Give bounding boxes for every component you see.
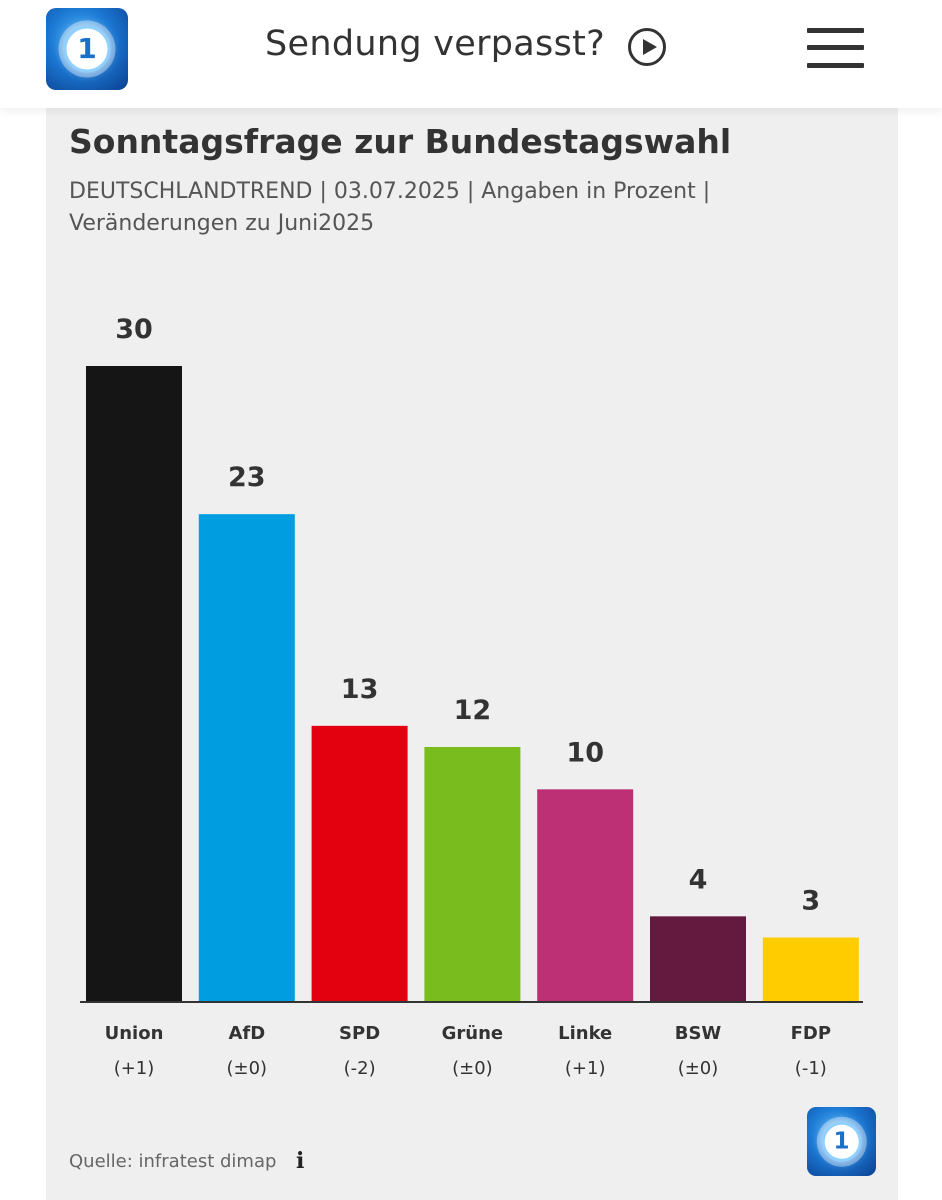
bar-6	[762, 937, 859, 1001]
bar-3	[424, 747, 521, 1001]
logo-glyph-bottom: 1	[833, 1127, 850, 1154]
logo-ring-bottom	[821, 1121, 862, 1162]
data-label-3: 12	[454, 695, 492, 726]
bar-4	[537, 789, 634, 1001]
play-circle-icon[interactable]	[628, 28, 666, 66]
category-label-2: SPD	[339, 1023, 380, 1044]
data-label-6: 3	[801, 886, 820, 917]
data-label-1: 23	[228, 462, 266, 493]
logo-ring	[63, 25, 111, 73]
subtitle-line-2: Veränderungen zu Juni2025	[69, 211, 375, 236]
tagesschau-logo-icon[interactable]: 1	[46, 8, 128, 90]
sendung-verpasst-link[interactable]: Sendung verpasst?	[265, 24, 606, 64]
chart-subtitle: DEUTSCHLANDTREND | 03.07.2025 | Angaben …	[69, 176, 769, 240]
data-label-2: 13	[341, 674, 379, 705]
source-note: Quelle: infratest dimap	[69, 1151, 277, 1172]
data-label-4: 10	[566, 737, 604, 768]
tagesschau-logo-icon-bottom[interactable]: 1	[807, 1107, 876, 1176]
category-label-6: FDP	[791, 1023, 831, 1044]
category-label-0: Union	[105, 1023, 164, 1044]
change-label-5: (±0)	[678, 1058, 719, 1079]
bar-2	[311, 725, 408, 1001]
data-label-0: 30	[115, 314, 153, 345]
category-label-4: Linke	[558, 1023, 612, 1044]
change-label-1: (±0)	[227, 1058, 268, 1079]
change-label-4: (+1)	[565, 1058, 606, 1079]
chart-title: Sonntagsfrage zur Bundestagswahl	[69, 122, 732, 161]
change-label-2: (-2)	[344, 1058, 376, 1079]
change-label-0: (+1)	[114, 1058, 155, 1079]
top-navigation-bar: 1 Sendung verpasst?	[0, 0, 942, 108]
category-label-1: AfD	[228, 1023, 265, 1044]
data-label-5: 4	[689, 864, 708, 895]
chart-card	[46, 108, 898, 1200]
hamburger-menu-icon[interactable]	[807, 28, 864, 68]
subtitle-line-1: DEUTSCHLANDTREND | 03.07.2025 | Angaben …	[69, 179, 711, 204]
logo-glyph: 1	[77, 31, 97, 65]
change-label-3: (±0)	[452, 1058, 493, 1079]
bar-5	[650, 916, 746, 1001]
bar-0	[86, 366, 182, 1001]
change-label-6: (-1)	[795, 1058, 827, 1079]
category-label-5: BSW	[675, 1023, 722, 1044]
bar-1	[198, 514, 295, 1001]
category-label-3: Grüne	[442, 1023, 504, 1044]
info-icon[interactable]: i	[296, 1148, 305, 1174]
